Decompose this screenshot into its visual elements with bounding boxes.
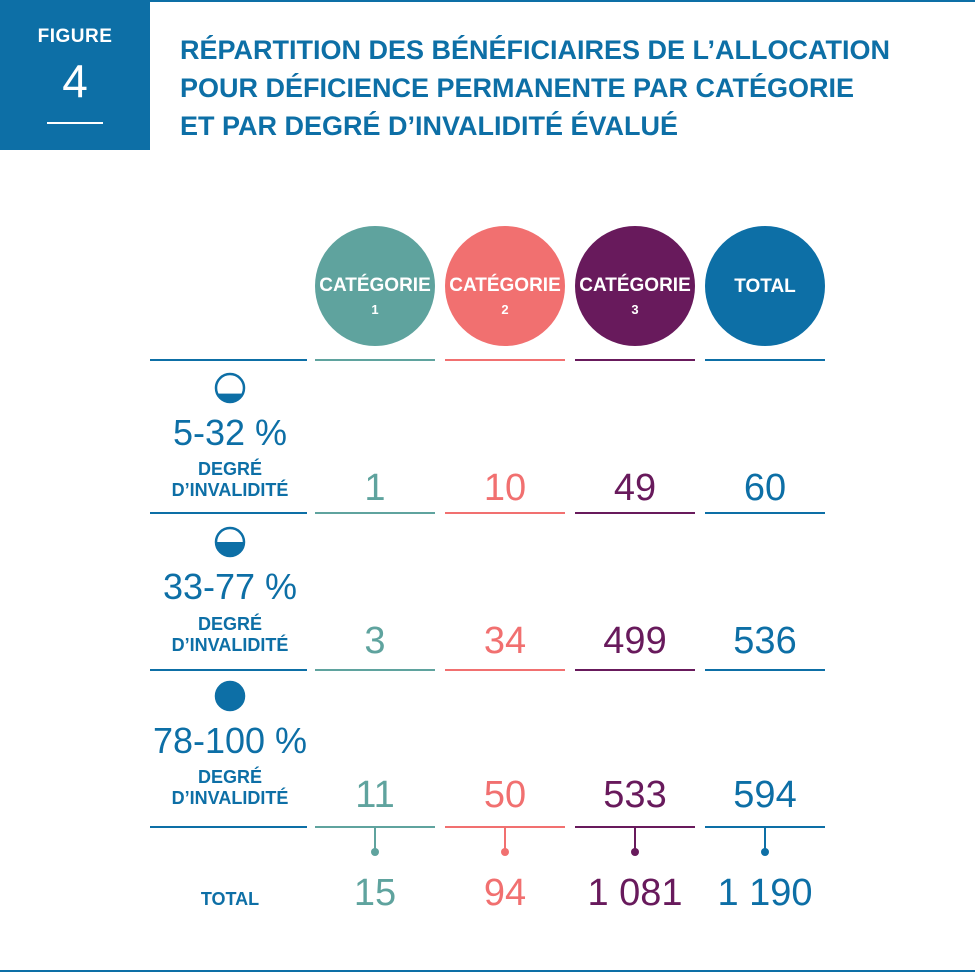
- table-cell: 60: [743, 467, 787, 509]
- rule-col-1: [315, 359, 435, 361]
- table-cell: 594: [733, 774, 797, 816]
- connector-stem: [374, 827, 376, 850]
- invalidity-range: 33-77 %: [162, 566, 298, 607]
- connector-stem: [764, 827, 766, 850]
- total-row-label: TOTAL: [200, 889, 260, 909]
- table-cell: 11: [355, 774, 395, 816]
- rule-col-2: [445, 669, 565, 671]
- total-cell: 94: [483, 872, 527, 914]
- total-cell: 1 190: [717, 872, 813, 914]
- invalidity-level-icon: [214, 372, 246, 404]
- table-cell: 10: [483, 467, 527, 509]
- rule-col-3: [575, 512, 695, 514]
- rule-col-3: [575, 359, 695, 361]
- connector-dot: [371, 848, 379, 856]
- column-header-number: 2: [501, 302, 509, 317]
- column-header-1: CATÉGORIE 1: [315, 226, 435, 346]
- column-header-3: CATÉGORIE 3: [575, 226, 695, 346]
- figure-badge: FIGURE 4: [0, 0, 150, 150]
- figure-title: RÉPARTITION DES BÉNÉFICIAIRES DE L’ALLOC…: [180, 31, 960, 145]
- degree-label-line-1: DEGRÉ: [197, 459, 262, 479]
- rule-col-2: [445, 512, 565, 514]
- rule-label-col: [150, 669, 307, 671]
- table-cell: 1: [364, 467, 386, 509]
- table-cell: 499: [603, 620, 667, 662]
- rule-col-3: [575, 669, 695, 671]
- connector-dot: [761, 848, 769, 856]
- rule-label-col: [150, 512, 307, 514]
- invalidity-range: 78-100 %: [152, 720, 308, 761]
- table-cell: 533: [603, 774, 667, 816]
- top-border: [0, 0, 975, 2]
- title-line-1: RÉPARTITION DES BÉNÉFICIAIRES DE L’ALLOC…: [180, 35, 891, 65]
- table-cell: 3: [364, 620, 386, 662]
- connector-dot: [501, 848, 509, 856]
- degree-label-line-2: D’INVALIDITÉ: [171, 480, 289, 500]
- rule-col-4: [705, 669, 825, 671]
- table-cell: 49: [613, 467, 657, 509]
- connector-dot: [631, 848, 639, 856]
- invalidity-level-icon: [214, 526, 246, 558]
- column-header-number: 1: [371, 302, 379, 317]
- title-line-3: ET PAR DEGRÉ D’INVALIDITÉ ÉVALUÉ: [180, 111, 679, 141]
- table-cell: 536: [733, 620, 797, 662]
- invalidity-range: 5-32 %: [172, 412, 288, 453]
- figure-number: 4: [62, 55, 88, 107]
- column-header-title: CATÉGORIE: [449, 275, 561, 296]
- bottom-border: [0, 970, 975, 972]
- degree-label-line-2: D’INVALIDITÉ: [171, 788, 289, 808]
- title-line-2: POUR DÉFICIENCE PERMANENTE PAR CATÉGORIE: [180, 73, 855, 103]
- rule-col-4: [705, 512, 825, 514]
- table-cell: 50: [483, 774, 527, 816]
- column-header-title: CATÉGORIE: [319, 275, 431, 296]
- rule-col-4: [705, 359, 825, 361]
- degree-label-line-1: DEGRÉ: [197, 767, 262, 787]
- rule-label-col: [150, 359, 307, 361]
- figure-label: FIGURE: [37, 26, 113, 47]
- rule-col-1: [315, 512, 435, 514]
- total-cell: 1 081: [587, 872, 683, 914]
- column-header-2: CATÉGORIE 2: [445, 226, 565, 346]
- column-header-number: 3: [631, 302, 639, 317]
- column-header-title: TOTAL: [734, 276, 796, 297]
- column-header-4: TOTAL: [705, 226, 825, 346]
- invalidity-label: DEGRÉ D’INVALIDITÉ: [150, 459, 310, 501]
- connector-stem: [634, 827, 636, 850]
- degree-label-line-1: DEGRÉ: [197, 614, 262, 634]
- rule-label-col: [150, 826, 307, 828]
- invalidity-label: DEGRÉ D’INVALIDITÉ: [150, 767, 310, 809]
- connector-stem: [504, 827, 506, 850]
- column-header-title: CATÉGORIE: [579, 275, 691, 296]
- invalidity-label: DEGRÉ D’INVALIDITÉ: [150, 614, 310, 656]
- rule-col-2: [445, 359, 565, 361]
- invalidity-level-icon: [214, 680, 246, 712]
- rule-col-1: [315, 669, 435, 671]
- degree-label-line-2: D’INVALIDITÉ: [171, 635, 289, 655]
- table-cell: 34: [483, 620, 527, 662]
- figure-rule: [47, 122, 103, 124]
- total-cell: 15: [353, 872, 397, 914]
